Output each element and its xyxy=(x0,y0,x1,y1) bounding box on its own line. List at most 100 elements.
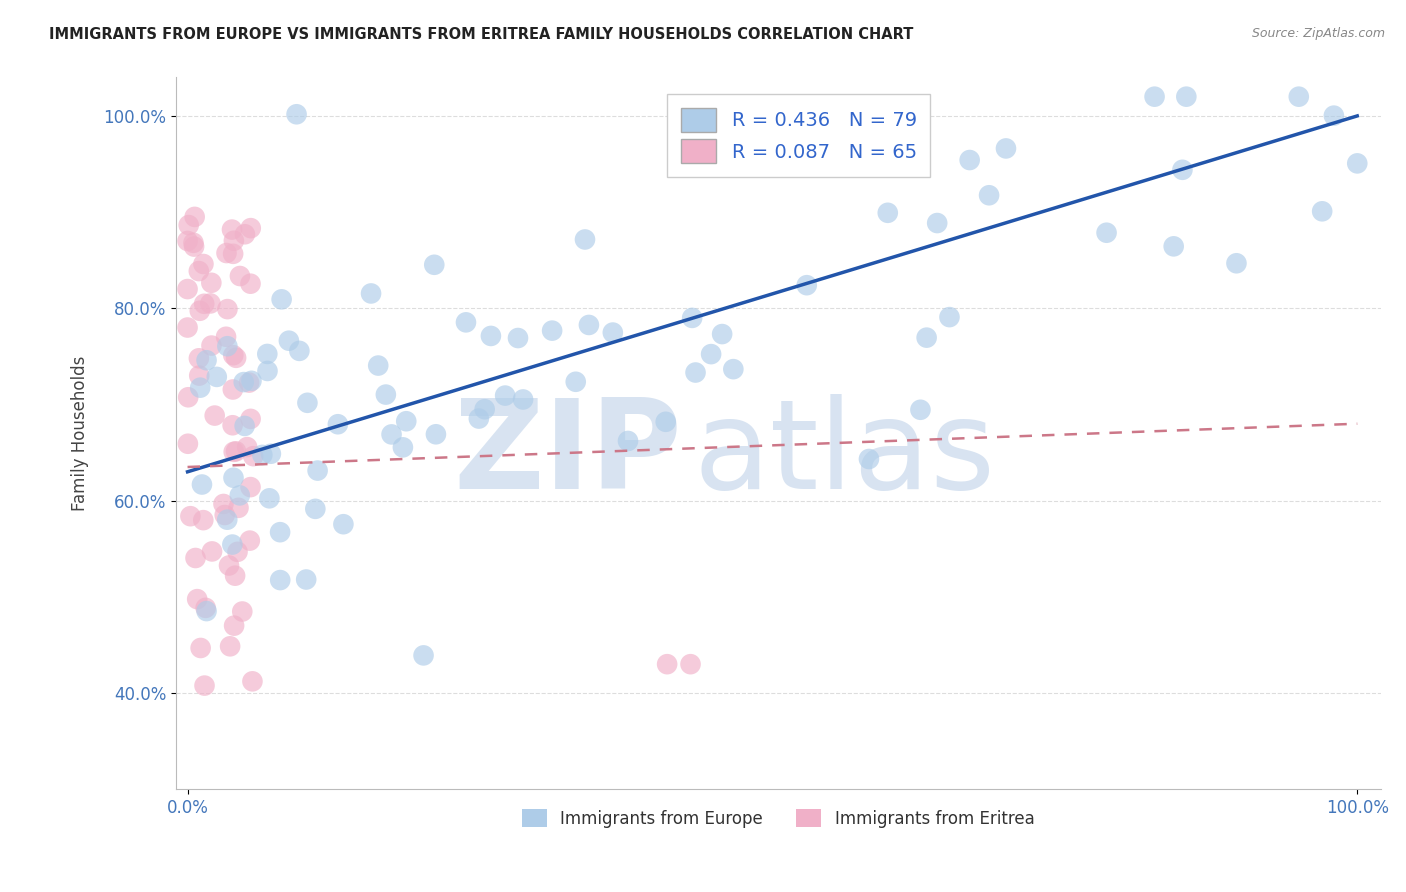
Point xyxy=(685,366,707,380)
Point xyxy=(222,445,245,459)
Point xyxy=(927,216,949,230)
Point xyxy=(200,338,222,352)
Point xyxy=(425,427,447,442)
Point xyxy=(222,247,245,261)
Point xyxy=(938,310,960,325)
Point xyxy=(193,257,215,271)
Point xyxy=(183,235,205,250)
Point xyxy=(1346,156,1368,170)
Point xyxy=(259,491,281,506)
Point xyxy=(723,362,745,376)
Point xyxy=(295,573,318,587)
Point xyxy=(239,480,262,494)
Point xyxy=(200,296,222,310)
Point xyxy=(360,286,382,301)
Point xyxy=(700,347,723,361)
Point xyxy=(222,234,245,248)
Legend: Immigrants from Europe, Immigrants from Eritrea: Immigrants from Europe, Immigrants from … xyxy=(516,803,1042,834)
Point xyxy=(494,388,516,402)
Point xyxy=(454,315,477,329)
Point xyxy=(256,364,278,378)
Point xyxy=(240,374,263,388)
Text: Source: ZipAtlas.com: Source: ZipAtlas.com xyxy=(1251,27,1385,40)
Point xyxy=(307,464,329,478)
Point xyxy=(193,679,215,693)
Point xyxy=(222,348,245,362)
Point xyxy=(242,449,264,463)
Point xyxy=(474,402,496,417)
Point xyxy=(204,409,226,423)
Point xyxy=(423,258,446,272)
Point xyxy=(229,268,252,283)
Point xyxy=(506,331,529,345)
Point xyxy=(221,537,243,551)
Point xyxy=(1163,239,1185,253)
Point xyxy=(711,327,734,342)
Point xyxy=(217,513,239,527)
Point xyxy=(233,227,256,242)
Point xyxy=(177,436,200,450)
Point xyxy=(602,326,624,340)
Point xyxy=(195,604,218,618)
Text: atlas: atlas xyxy=(695,394,995,516)
Point xyxy=(1323,109,1346,123)
Point xyxy=(374,387,396,401)
Point xyxy=(270,293,292,307)
Point xyxy=(239,533,262,548)
Point xyxy=(1288,89,1310,103)
Point xyxy=(194,600,217,615)
Point xyxy=(269,525,291,540)
Y-axis label: Family Households: Family Households xyxy=(72,356,89,511)
Point xyxy=(221,222,243,236)
Point xyxy=(187,351,209,366)
Point xyxy=(468,411,491,425)
Point xyxy=(191,477,214,491)
Point xyxy=(238,376,260,390)
Point xyxy=(233,418,256,433)
Point xyxy=(380,427,402,442)
Point xyxy=(228,500,250,515)
Point xyxy=(512,392,534,407)
Point xyxy=(224,568,246,582)
Point xyxy=(201,544,224,558)
Point xyxy=(1310,204,1333,219)
Point xyxy=(578,318,600,332)
Point xyxy=(277,334,299,348)
Point xyxy=(222,383,245,397)
Point xyxy=(212,497,235,511)
Point xyxy=(297,396,319,410)
Point xyxy=(195,353,218,368)
Point xyxy=(222,471,245,485)
Point xyxy=(900,110,922,124)
Point xyxy=(215,246,238,260)
Point xyxy=(655,657,678,672)
Text: IMMIGRANTS FROM EUROPE VS IMMIGRANTS FROM ERITREA FAMILY HOUSEHOLDS CORRELATION : IMMIGRANTS FROM EUROPE VS IMMIGRANTS FRO… xyxy=(49,27,914,42)
Point xyxy=(224,618,246,632)
Point xyxy=(177,390,200,404)
Point xyxy=(876,206,898,220)
Point xyxy=(304,501,326,516)
Point xyxy=(242,674,264,689)
Point xyxy=(217,339,239,353)
Point xyxy=(285,107,308,121)
Point xyxy=(221,418,243,433)
Point xyxy=(910,402,932,417)
Point xyxy=(176,234,198,248)
Point xyxy=(183,239,205,253)
Point xyxy=(1225,256,1247,270)
Point xyxy=(214,508,236,522)
Point xyxy=(994,141,1017,155)
Point xyxy=(256,347,278,361)
Point xyxy=(188,381,211,395)
Point xyxy=(239,221,262,235)
Point xyxy=(574,232,596,246)
Point xyxy=(239,412,262,426)
Point xyxy=(681,310,703,325)
Point xyxy=(1171,162,1194,177)
Point xyxy=(1143,89,1166,103)
Point xyxy=(184,551,207,566)
Point xyxy=(367,359,389,373)
Point xyxy=(252,448,274,462)
Point xyxy=(190,640,212,655)
Point xyxy=(239,277,262,291)
